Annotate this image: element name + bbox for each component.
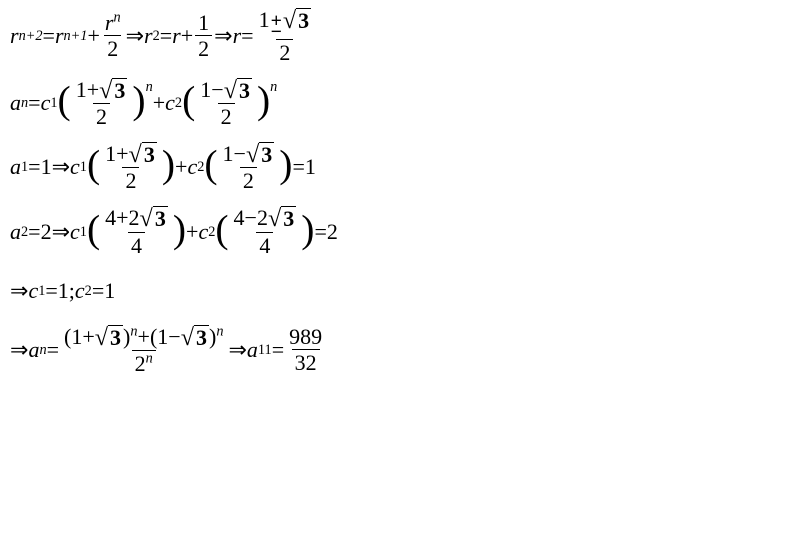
equation-line-5: ⇒ c1 = 1 ; c2 = 1 [10, 271, 790, 311]
equation-line-2: an = c1 ( 1+√3 2 ) n + c2 ( 1−√3 2 ) n [10, 78, 790, 128]
rparen-icon: ) [132, 85, 145, 117]
equation-line-1: rn+2 = rn+1 + rn 2 ⇒ r2 = r + 1 2 ⇒ r = … [10, 8, 790, 64]
equation-line-4: a2 = 2 ⇒ c1 ( 4+2√3 4 ) + c2 ( 4−2√3 4 )… [10, 206, 790, 256]
frac-4m2sqrt3-4: 4−2√3 4 [231, 206, 300, 256]
frac-closed-form: (1+√3)n+(1−√3)n 2n [61, 325, 226, 375]
lparen-icon: ( [58, 85, 71, 117]
frac-4p2sqrt3-4: 4+2√3 4 [102, 206, 171, 256]
frac-1pm-sqrt3-2: 1+−√3 2 [256, 8, 315, 64]
frac-1-2: 1 2 [195, 11, 212, 60]
imply: ⇒ [126, 25, 144, 47]
frac-rn-2: rn 2 [102, 11, 124, 60]
plus-minus-icon: +− [271, 16, 282, 38]
exp-n: n [146, 80, 153, 94]
equation-line-6: ⇒ an = (1+√3)n+(1−√3)n 2n ⇒ a11 = 989 32 [10, 325, 790, 375]
sqrt3-icon: √3 [283, 8, 311, 32]
eq: = [43, 25, 55, 47]
var-r: r [10, 25, 19, 47]
plus: + [87, 25, 99, 47]
frac-1m-sqrt3-2: 1−√3 2 [197, 78, 255, 128]
var-r: r [55, 25, 64, 47]
frac-1p-sqrt3-2: 1+√3 2 [73, 78, 131, 128]
frac-989-32: 989 32 [286, 325, 325, 374]
equation-line-3: a1 = 1 ⇒ c1 ( 1+√3 2 ) + c2 ( 1−√3 2 ) =… [10, 142, 790, 192]
